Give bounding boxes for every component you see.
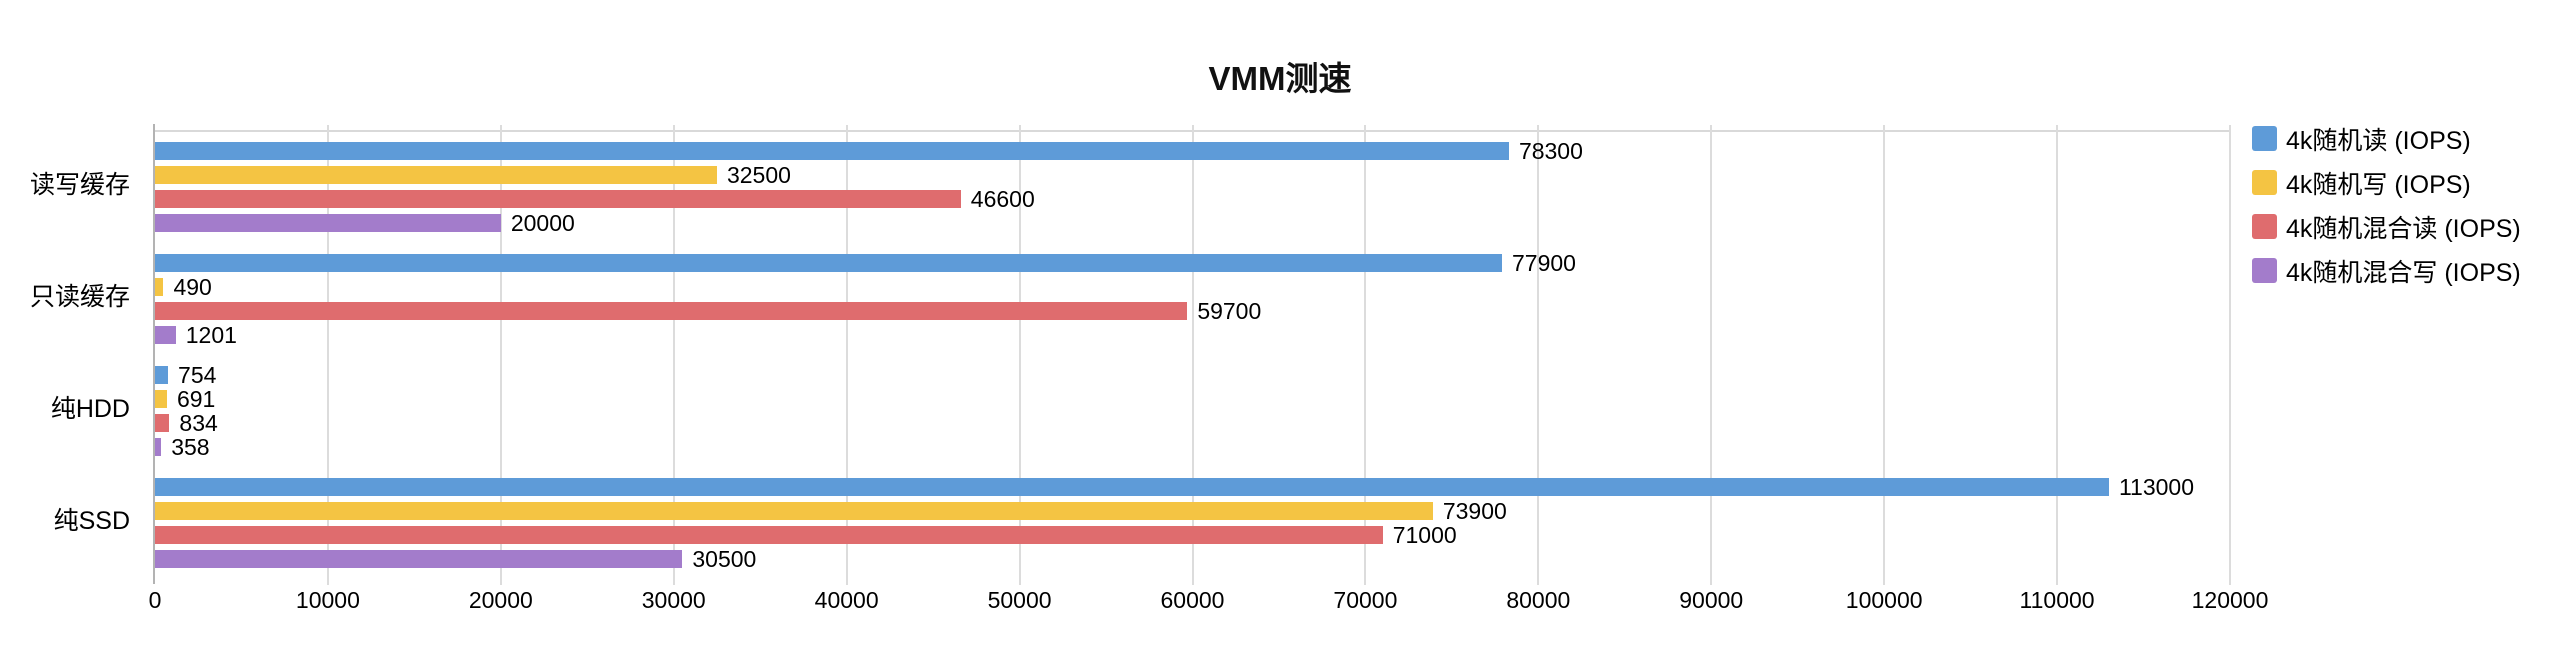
bar <box>155 502 1433 520</box>
x-tick-label: 0 <box>148 587 162 613</box>
bar-value-label: 46600 <box>970 185 1035 212</box>
bar-value-label: 834 <box>179 409 218 436</box>
x-tick-label: 10000 <box>295 587 360 613</box>
bar <box>155 214 501 232</box>
bar-row: 32500 <box>155 161 2550 188</box>
bar-value-label: 691 <box>176 385 216 412</box>
gridline <box>499 125 502 585</box>
bar-row: 754 <box>155 361 2550 388</box>
x-tick-label: 50000 <box>987 587 1052 613</box>
bar-value-label: 113000 <box>2118 473 2194 500</box>
x-tick-label: 20000 <box>468 587 533 613</box>
bar <box>155 142 1509 160</box>
legend-item: 4k随机混合读 (IOPS) <box>2252 214 2521 243</box>
category-label: 读写缓存 <box>29 171 130 199</box>
bar-row: 490 <box>155 273 2550 300</box>
legend-swatch <box>2252 258 2277 283</box>
x-tick-label: 60000 <box>1160 587 1225 613</box>
bar <box>155 190 961 208</box>
bar <box>155 302 1188 320</box>
gridline <box>2229 125 2231 585</box>
bar <box>155 166 717 184</box>
x-tick-label: 100000 <box>1845 587 1923 613</box>
bar <box>155 438 162 456</box>
x-tick-label: 80000 <box>1506 587 1571 613</box>
bar-row: 59700 <box>155 297 2550 324</box>
gridline <box>1364 125 1367 585</box>
legend-label: 4k随机混合写 (IOPS) <box>2286 258 2521 287</box>
gridline <box>1537 125 1540 585</box>
bar-value-label: 77900 <box>1512 249 1576 276</box>
bar-row: 30500 <box>155 545 2550 572</box>
y-axis-line <box>153 124 155 584</box>
x-tick-label: 90000 <box>1679 587 1744 613</box>
bar-row: 77900 <box>155 249 2550 276</box>
gridline <box>2056 125 2059 585</box>
bar-row: 834 <box>155 409 2550 436</box>
x-tick-label: 30000 <box>641 587 706 613</box>
gridline <box>326 125 329 585</box>
bar-row: 73900 <box>155 497 2550 524</box>
bar-value-label: 20000 <box>510 209 575 236</box>
bar-value-label: 78300 <box>1518 137 1583 164</box>
legend-label: 4k随机混合读 (IOPS) <box>2286 214 2521 243</box>
bar-row: 20000 <box>155 209 2550 236</box>
bar <box>155 278 164 296</box>
bar-row: 691 <box>155 385 2550 412</box>
x-tick-label: 110000 <box>2019 587 2095 613</box>
bar-row: 46600 <box>155 185 2550 212</box>
gridline <box>1883 125 1886 585</box>
legend-swatch <box>2252 126 2277 151</box>
bar-row: 113000 <box>155 473 2550 500</box>
bar-value-label: 754 <box>178 361 217 388</box>
legend-item: 4k随机读 (IOPS) <box>2252 126 2521 155</box>
bar <box>155 550 683 568</box>
bar-value-label: 71000 <box>1392 521 1457 548</box>
bar-row: 78300 <box>155 137 2550 164</box>
bar-value-label: 358 <box>171 433 210 460</box>
legend-swatch <box>2252 214 2277 239</box>
chart-title: VMM测速 <box>1208 60 1352 97</box>
bar-row: 71000 <box>155 521 2550 548</box>
legend-item: 4k随机写 (IOPS) <box>2252 170 2521 199</box>
category-label: 纯HDD <box>50 395 130 423</box>
bar <box>155 414 170 432</box>
legend: 4k随机读 (IOPS) 4k随机写 (IOPS) 4k随机混合读 (IOPS) 4k… <box>2252 126 2521 302</box>
bar <box>155 526 1383 544</box>
bar <box>155 478 2109 496</box>
bar-row: 1201 <box>155 321 2550 348</box>
x-tick-label: 40000 <box>814 587 879 613</box>
gridline <box>845 125 848 585</box>
gridline <box>1018 125 1021 585</box>
legend-item: 4k随机混合写 (IOPS) <box>2252 258 2521 287</box>
gridline <box>672 125 675 585</box>
bar <box>155 390 167 408</box>
bar-value-label: 73900 <box>1442 497 1507 524</box>
legend-label: 4k随机读 (IOPS) <box>2286 126 2471 155</box>
category-label: 只读缓存 <box>29 283 130 311</box>
bar-value-label: 32500 <box>726 161 791 188</box>
category-label: 纯SSD <box>53 507 130 535</box>
legend-swatch <box>2252 170 2277 195</box>
x-tick-label: 120000 <box>2191 587 2269 613</box>
gridline <box>1710 125 1713 585</box>
bar <box>155 254 1503 272</box>
gridline <box>1191 125 1194 585</box>
bar-value-label: 30500 <box>692 545 757 572</box>
bar-value-label: 59700 <box>1197 297 1262 324</box>
bar-value-label: 1201 <box>185 321 237 348</box>
plot-area: 78300 32500 46600 20000 77900 490 59700 1201 754… <box>155 125 2231 585</box>
bar <box>155 326 176 344</box>
legend-label: 4k随机写 (IOPS) <box>2286 170 2471 199</box>
bar-value-label: 490 <box>173 273 212 300</box>
bar <box>155 366 169 384</box>
x-tick-label: 70000 <box>1333 587 1398 613</box>
bar-row: 358 <box>155 433 2550 460</box>
